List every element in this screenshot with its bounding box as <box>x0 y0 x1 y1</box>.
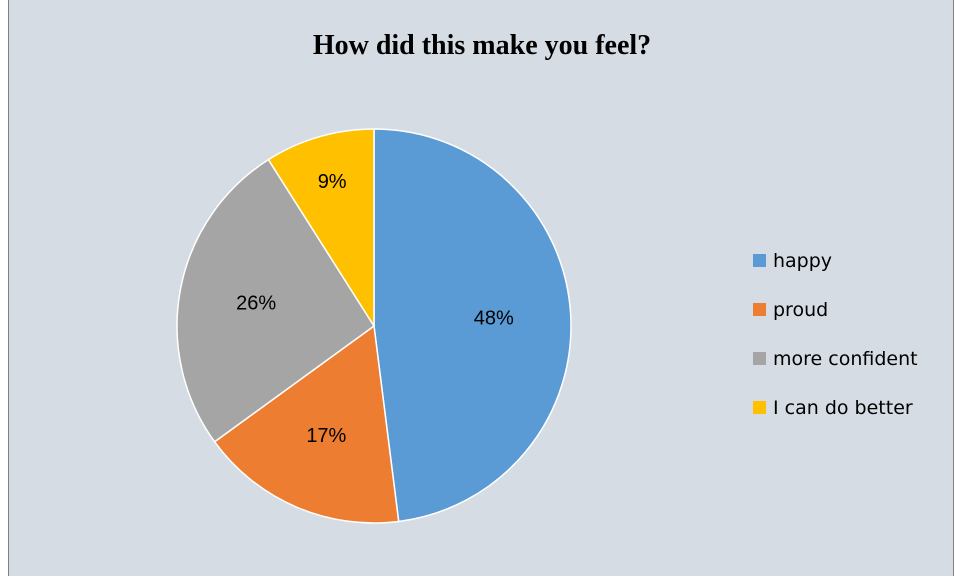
data-label-i-can-do-better: 9% <box>318 171 347 193</box>
chart-area: How did this make you feel? 48% 17% 26% 9% … <box>8 0 954 576</box>
legend-label-happy: happy <box>773 249 833 272</box>
pie-chart: 48% 17% 26% 9% <box>176 128 572 524</box>
legend-swatch-i-can-do-better <box>753 401 766 414</box>
legend-label-more-confident: more confident <box>773 347 918 370</box>
data-label-proud: 17% <box>306 425 346 447</box>
pie-slice-i-can-do-better <box>267 128 375 329</box>
legend-item-i-can-do-better: I can do better <box>753 383 918 432</box>
legend-swatch-happy <box>753 254 766 267</box>
legend-swatch-more-confident <box>753 352 766 365</box>
pie-slice-more-confident <box>176 158 376 443</box>
pie-slice-proud <box>213 324 400 524</box>
data-label-happy: 48% <box>474 307 514 329</box>
legend-label-i-can-do-better: I can do better <box>773 396 913 419</box>
legend-item-happy: happy <box>753 236 918 285</box>
chart-title: How did this make you feel? <box>312 30 652 61</box>
legend-label-proud: proud <box>773 298 829 321</box>
data-label-more-confident: 26% <box>236 293 276 315</box>
legend-item-proud: proud <box>753 285 918 334</box>
pie-slice-happy <box>373 128 572 523</box>
legend-swatch-proud <box>753 303 766 316</box>
chart-legend: happy proud more confident I can do better <box>753 236 918 432</box>
legend-item-more-confident: more confident <box>753 334 918 383</box>
